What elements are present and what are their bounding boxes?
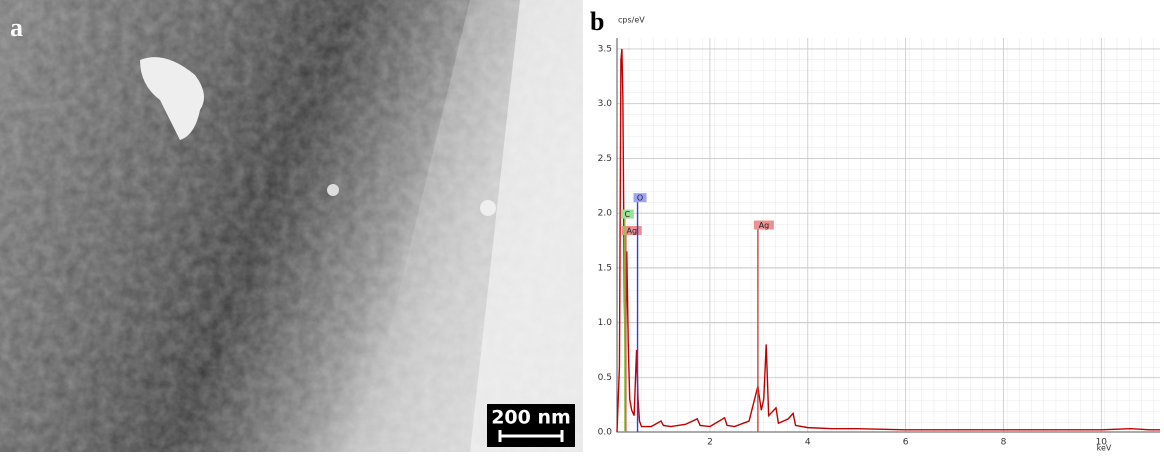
sem-particle: [140, 57, 204, 141]
sem-particle: [480, 200, 496, 216]
x-tick-label: 10: [1096, 438, 1108, 448]
x-tick-label: 2: [707, 438, 713, 448]
y-tick-label: 3.0: [598, 99, 613, 109]
x-axis-label: keV: [1097, 444, 1112, 453]
y-tick-label: 3.5: [598, 44, 612, 54]
peak-label-box: [620, 209, 634, 219]
y-axis-label: cps/eV: [618, 16, 645, 25]
scale-bar-label: 200 nm: [491, 407, 571, 429]
scale-bar-box: [487, 404, 575, 447]
spectrum-panel: b cps/eV keV 0.0 0.5 1.0 1.5 2.0 2.5 3.0 3.5 2 4 6…: [590, 7, 1160, 453]
peak-label-box: [621, 226, 642, 235]
y-tick-label: 2.0: [598, 209, 613, 219]
x-tick-label: 8: [1001, 438, 1007, 448]
peak-label-box: [753, 220, 774, 230]
peak-label: Ag: [759, 221, 770, 230]
scale-bar: [498, 430, 564, 442]
y-tick-label: 1.5: [598, 263, 612, 273]
sem-texture: [0, 0, 583, 452]
y-tick-label: 0.0: [598, 428, 613, 438]
peak-label: Ag: [627, 226, 638, 235]
peak-label: C: [625, 210, 631, 219]
peak-label: O: [637, 193, 643, 202]
sem-panel: a 200 nm: [0, 0, 583, 452]
x-tick-label: 6: [903, 438, 909, 448]
y-tick-label: 2.5: [598, 154, 612, 164]
peak-label-box: [633, 193, 647, 203]
panel-label: b: [590, 7, 604, 36]
sem-particle: [327, 184, 339, 196]
x-tick-label: 4: [805, 438, 811, 448]
minor-grid: [617, 38, 1160, 432]
y-tick-label: 0.5: [598, 373, 612, 383]
spectrum-line: [616, 48, 1160, 433]
panel-label: a: [10, 13, 23, 42]
y-tick-label: 1.0: [598, 318, 613, 328]
